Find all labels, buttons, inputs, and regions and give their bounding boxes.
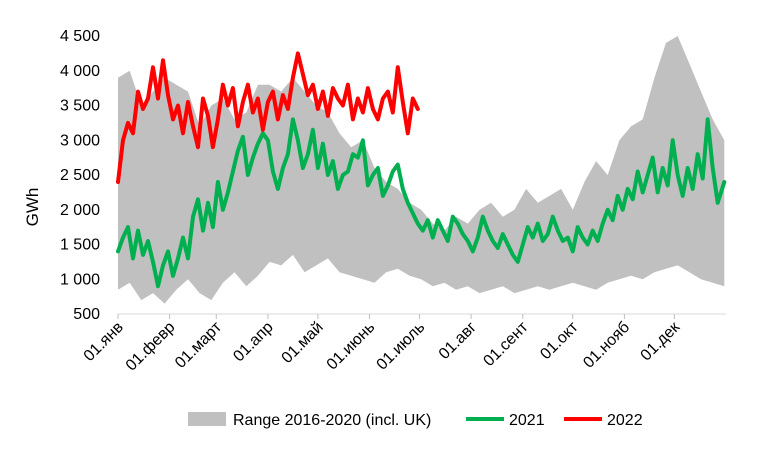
x-tick-label: 01.нояб <box>580 319 633 372</box>
x-tick-label: 01.июнь <box>324 319 379 374</box>
series-2021-line <box>116 117 727 289</box>
x-tick-label: 01.сент <box>480 318 532 370</box>
x-tick-label: 01.апр <box>230 319 277 366</box>
x-tick-label: 01.май <box>279 319 327 367</box>
series-2022-line <box>116 51 420 184</box>
legend-range-swatch <box>188 412 226 426</box>
x-tick-label: 01.февр <box>123 319 179 375</box>
y-tick-label: 4 000 <box>60 63 100 80</box>
x-tick-label: 01.март <box>172 318 226 372</box>
y-tick-label: 2 500 <box>60 167 100 184</box>
y-tick-label: 2 000 <box>60 202 100 219</box>
y-tick-label: 500 <box>73 306 100 323</box>
y-tick-label: 1 000 <box>60 271 100 288</box>
series-range-band <box>118 36 725 304</box>
x-tick-label: 01.дек <box>638 318 684 364</box>
legend: Range 2016-2020 (incl. UK) 2021 2022 <box>188 412 643 429</box>
legend-2022-label: 2022 <box>607 412 643 429</box>
x-tick-label: 01.окт <box>537 318 582 363</box>
x-tick-label: 01.июль <box>374 319 429 374</box>
legend-2021-label: 2021 <box>509 412 545 429</box>
y-axis-title: GWh <box>23 188 42 227</box>
y-axis-ticks: 500 1 000 1 500 2 000 2 500 3 000 3 500 4 000 4 … <box>60 28 100 323</box>
y-tick-label: 4 500 <box>60 28 100 45</box>
x-tick-label: 01.янв <box>81 319 127 365</box>
y-tick-label: 3 000 <box>60 132 100 149</box>
legend-range-label: Range 2016-2020 (incl. UK) <box>233 412 431 429</box>
y-tick-label: 1 500 <box>60 237 100 254</box>
plot-area <box>116 36 727 315</box>
x-tick-label: 01.авг <box>436 319 480 363</box>
y-tick-label: 3 500 <box>60 98 100 115</box>
